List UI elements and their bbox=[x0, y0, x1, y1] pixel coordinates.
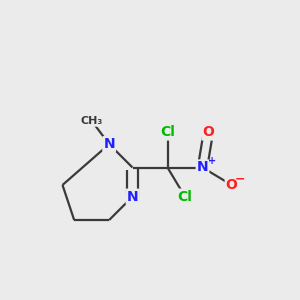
Text: N: N bbox=[103, 137, 115, 151]
Text: Cl: Cl bbox=[178, 190, 192, 204]
Text: CH₃: CH₃ bbox=[80, 116, 103, 126]
Text: O: O bbox=[226, 178, 238, 192]
Text: −: − bbox=[235, 172, 246, 185]
Text: N: N bbox=[197, 160, 208, 175]
Text: Cl: Cl bbox=[160, 125, 175, 140]
Text: N: N bbox=[127, 190, 138, 204]
Text: O: O bbox=[202, 125, 214, 140]
Text: +: + bbox=[208, 156, 216, 166]
